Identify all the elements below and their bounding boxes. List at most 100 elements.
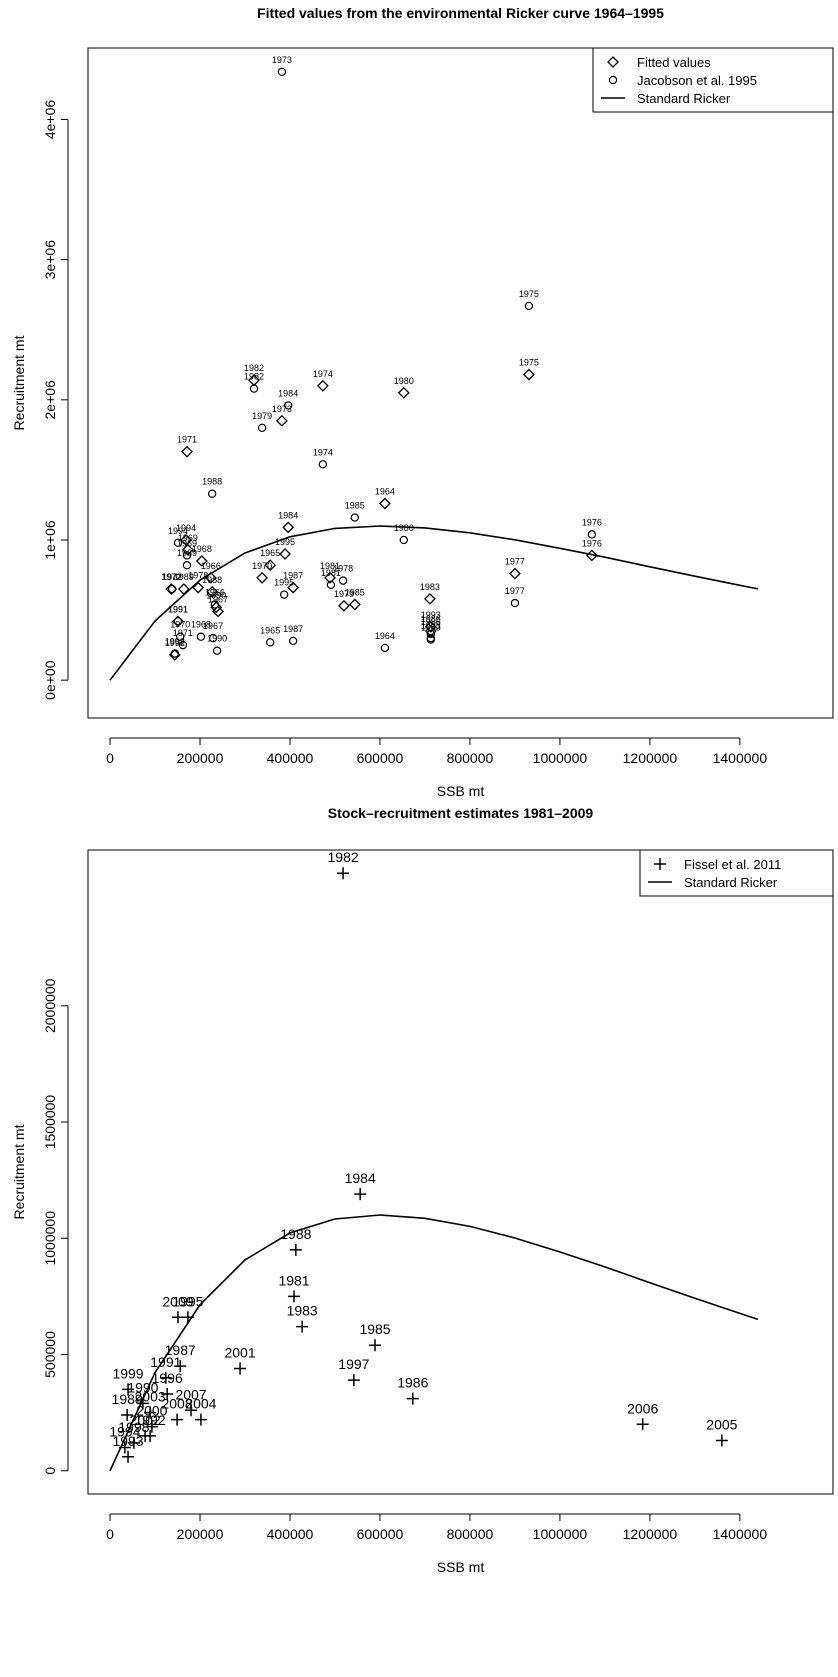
diamond-point — [338, 599, 350, 612]
y-tick-label: 2e+06 — [42, 380, 58, 420]
plus-point — [174, 1360, 187, 1373]
y-tick-label: 1500000 — [42, 1095, 58, 1150]
year-label: 1989 — [174, 572, 194, 582]
y-tick-label: 3e+06 — [42, 240, 58, 280]
y-tick-label: 2000000 — [42, 978, 58, 1033]
y-axis-label: Recruitment mt — [11, 335, 27, 430]
diamond-point — [282, 521, 295, 534]
circle-point — [208, 633, 218, 643]
legend-box — [639, 849, 834, 897]
x-axis-label: SSB mt — [437, 783, 485, 799]
year-label: 1979 — [334, 589, 354, 599]
year-label: 1971 — [177, 435, 197, 445]
year-label: 1984 — [345, 1170, 376, 1186]
circle-point — [178, 640, 188, 650]
x-tick-label: 0 — [106, 750, 114, 766]
year-label: 1994 — [168, 526, 188, 536]
x-tick-label: 1000000 — [533, 750, 588, 766]
circle-point — [510, 598, 520, 608]
y-tick-label: 0 — [42, 1467, 58, 1475]
year-label: 1980 — [394, 523, 414, 533]
year-label: 1995 — [274, 578, 294, 588]
year-label: 2008 — [161, 1396, 192, 1412]
year-label: 1985 — [359, 1321, 390, 1337]
plus-point — [715, 1434, 728, 1447]
year-label: 1977 — [505, 586, 525, 596]
year-label: 1966 — [201, 561, 221, 571]
diamond-point — [195, 555, 208, 567]
circle-point — [266, 638, 275, 647]
legend-marker — [608, 75, 618, 85]
diamond-point — [206, 585, 219, 598]
diamond-point — [522, 368, 535, 381]
year-label: 2005 — [706, 1417, 737, 1433]
year-label: 1970 — [252, 561, 272, 571]
plot-box — [87, 849, 834, 1495]
diamond-point — [181, 543, 194, 556]
ricker-curve — [109, 1214, 759, 1472]
legend-label: Standard Ricker — [637, 91, 731, 106]
year-label: 1976 — [582, 538, 602, 548]
y-tick-label: 1e+06 — [42, 520, 58, 560]
plus-point — [296, 1320, 309, 1333]
year-label: 1992 — [135, 1412, 166, 1428]
diamond-point — [264, 559, 277, 572]
plus-point — [144, 1406, 157, 1419]
plus-point — [159, 1371, 172, 1384]
plus-point — [636, 1418, 649, 1431]
year-label: 1994 — [109, 1424, 140, 1440]
year-label: 1993 — [421, 621, 441, 631]
plus-point — [194, 1413, 207, 1426]
ricker-curve — [109, 525, 759, 681]
year-label: 1999 — [112, 1365, 143, 1381]
circle-point — [350, 513, 359, 522]
x-tick-label: 200000 — [177, 1526, 224, 1542]
year-label: 1983 — [287, 1303, 318, 1319]
year-label: 1993 — [421, 610, 441, 620]
legend-label: Fissel et al. 2011 — [684, 857, 781, 872]
year-label: 1988 — [202, 477, 222, 487]
diamond-point — [287, 581, 300, 594]
y-tick-label: 500000 — [42, 1331, 58, 1378]
circle-point — [426, 633, 436, 643]
year-label: 1990 — [206, 590, 226, 600]
year-label: 1989 — [112, 1391, 143, 1407]
diamond-point — [397, 386, 410, 399]
plus-point — [234, 1362, 247, 1375]
legend-box — [592, 47, 834, 113]
year-label: 1984 — [278, 510, 298, 520]
plus-point — [369, 1339, 382, 1352]
x-tick-label: 0 — [106, 1526, 114, 1542]
plus-point — [289, 1243, 302, 1256]
year-label: 1997 — [338, 1356, 369, 1372]
year-label: 1985 — [345, 587, 365, 597]
circle-point — [207, 489, 217, 498]
year-label: 1967 — [208, 594, 228, 604]
legend-label: Fitted values — [637, 55, 711, 70]
diamond-point — [324, 571, 336, 584]
year-label: 1975 — [519, 358, 539, 368]
plus-point — [139, 1429, 152, 1442]
x-tick-label: 1200000 — [623, 1526, 678, 1542]
plot-box — [87, 47, 834, 719]
year-label: 1985 — [345, 501, 365, 511]
diamond-point — [181, 445, 193, 458]
diamond-point — [256, 571, 269, 584]
year-label: 1977 — [505, 557, 525, 567]
circle-point — [196, 632, 206, 641]
year-label: 1979 — [252, 411, 272, 421]
year-label: 2004 — [185, 1396, 216, 1412]
circle-point — [257, 423, 267, 433]
year-label: 1987 — [283, 571, 303, 581]
year-label: 1973 — [272, 55, 292, 65]
diamond-point — [316, 379, 329, 392]
year-label: 1991 — [168, 604, 188, 614]
year-label: 2000 — [136, 1403, 167, 1419]
year-label: 1968 — [192, 544, 212, 554]
year-label: 1986 — [397, 1375, 428, 1391]
circle-point — [176, 632, 185, 641]
year-label: 1982 — [328, 849, 359, 865]
x-tick-label: 400000 — [267, 1526, 314, 1542]
